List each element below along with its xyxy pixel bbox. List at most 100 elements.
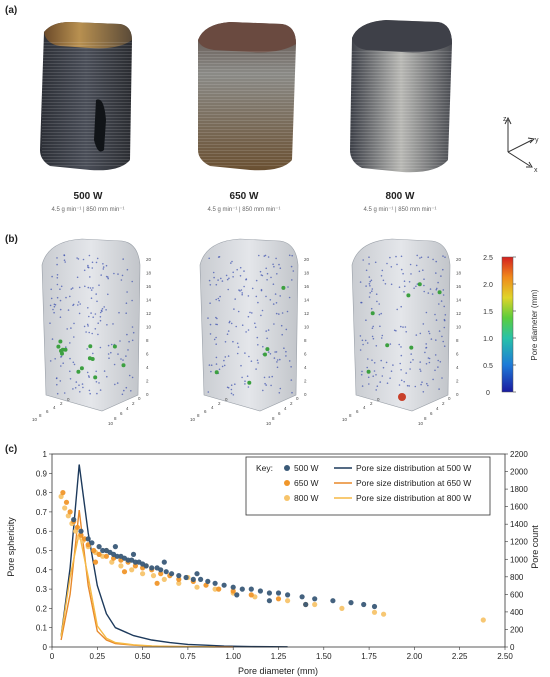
pore-dot: [131, 326, 134, 328]
pore-dot: [395, 255, 397, 258]
pore-dot: [235, 325, 237, 328]
pore-dot: [376, 300, 378, 303]
pore-dot: [227, 288, 229, 291]
pore-dot: [380, 312, 383, 315]
pore-dot: [368, 256, 370, 258]
pore-dot: [288, 360, 291, 362]
ct-base-tick-left: 8: [349, 413, 352, 418]
ct-base-tick-right: 4: [436, 406, 439, 411]
pore-blob: [214, 370, 219, 375]
pore-dot: [291, 391, 293, 394]
pore-dot: [96, 392, 98, 395]
panel-label-b: (b): [5, 234, 18, 245]
distribution-line-500w: [60, 464, 288, 648]
ct-base-tick-right: 0: [138, 396, 141, 401]
pore-dot: [444, 314, 447, 316]
pore-dot: [365, 319, 367, 321]
scatter-point-800w: [65, 513, 71, 519]
ct-vertical-tick: 18: [146, 271, 152, 276]
pore-dot: [227, 330, 230, 332]
pore-dot: [243, 270, 245, 272]
pore-dot: [65, 296, 67, 299]
scatter-point-500w: [112, 544, 118, 550]
pore-dot: [122, 359, 124, 361]
pore-blob: [437, 290, 442, 295]
pore-dot: [435, 260, 438, 263]
pore-dot: [272, 283, 275, 285]
pore-dot: [420, 256, 423, 259]
pore-dot: [125, 386, 128, 389]
pore-dot: [52, 308, 54, 311]
pore-dot: [247, 329, 250, 331]
scatter-point-650w: [103, 553, 109, 559]
ct-vertical-tick: 4: [146, 365, 149, 370]
pore-dot: [415, 334, 418, 336]
pore-dot: [273, 323, 275, 325]
scatter-point-500w: [348, 600, 354, 606]
ct-base-tick-left: 4: [211, 405, 214, 410]
pore-blob: [87, 356, 92, 361]
pore-dot: [67, 309, 70, 311]
scatter-point-500w: [169, 571, 175, 577]
pore-dot: [362, 343, 364, 346]
pore-dot: [270, 384, 272, 387]
pore-dot: [75, 381, 78, 383]
y-tick-label: 0.7: [36, 508, 48, 517]
scatter-point-500w: [234, 592, 240, 598]
ct-base-tick-right: 4: [284, 406, 287, 411]
scatter-point-650w: [230, 588, 236, 594]
legend-entry-psd-500w: Pore size distribution at 500 W: [356, 463, 471, 473]
pore-dot: [241, 324, 244, 326]
scatter-point-500w: [257, 588, 263, 594]
sample-800w-params: 4.5 g min⁻¹ | 850 mm min⁻¹: [363, 207, 437, 213]
scatter-point-650w: [176, 576, 182, 582]
pore-dot: [86, 323, 89, 326]
pore-dot: [106, 324, 108, 326]
pore-dot: [367, 358, 369, 360]
pore-dot: [95, 370, 97, 373]
scatter-point-800w: [129, 567, 135, 573]
ct-base-tick-right: 10: [266, 421, 272, 426]
pore-dot: [364, 339, 367, 342]
pore-blob: [76, 369, 81, 374]
legend-marker-800w: [284, 495, 290, 501]
pore-dot: [392, 364, 394, 366]
pore-dot: [239, 266, 242, 269]
pore-dot: [437, 281, 439, 284]
pore-dot: [428, 361, 431, 364]
pore-dot: [131, 376, 134, 379]
pore-dot: [382, 279, 385, 282]
pore-dot: [288, 254, 291, 257]
pore-dot: [262, 345, 264, 348]
pore-dot: [376, 385, 379, 387]
scatter-point-500w: [194, 571, 200, 577]
pore-dot: [427, 384, 429, 387]
ct-base-tick-left: 6: [356, 409, 359, 414]
pore-dot: [278, 263, 280, 266]
pore-dot: [244, 352, 246, 354]
pore-dot: [230, 384, 233, 386]
x-tick-label: 0.75: [180, 652, 196, 661]
pore-dot: [404, 285, 406, 288]
scatter-point-500w: [198, 576, 204, 582]
pore-dot: [279, 387, 282, 390]
pore-dot: [442, 294, 445, 296]
ct-base-tick-right: 8: [114, 416, 117, 421]
scatter-point-800w: [176, 580, 182, 586]
pore-dot: [106, 375, 108, 378]
pore-dot: [53, 311, 55, 314]
x-tick-label: 1.00: [225, 652, 241, 661]
scatter-point-650w: [154, 580, 160, 586]
pore-dot: [224, 356, 227, 358]
pore-dot: [112, 323, 114, 325]
ct-base-tick-left: 0: [225, 397, 228, 402]
pore-dot: [79, 391, 81, 393]
pore-dot: [236, 342, 239, 345]
sample-500w-title: 500 W: [73, 191, 103, 202]
ct-vertical-tick: 6: [456, 352, 459, 357]
pore-dot: [99, 389, 102, 391]
scatter-point-500w: [303, 601, 309, 608]
scatter-point-800w: [312, 601, 318, 608]
